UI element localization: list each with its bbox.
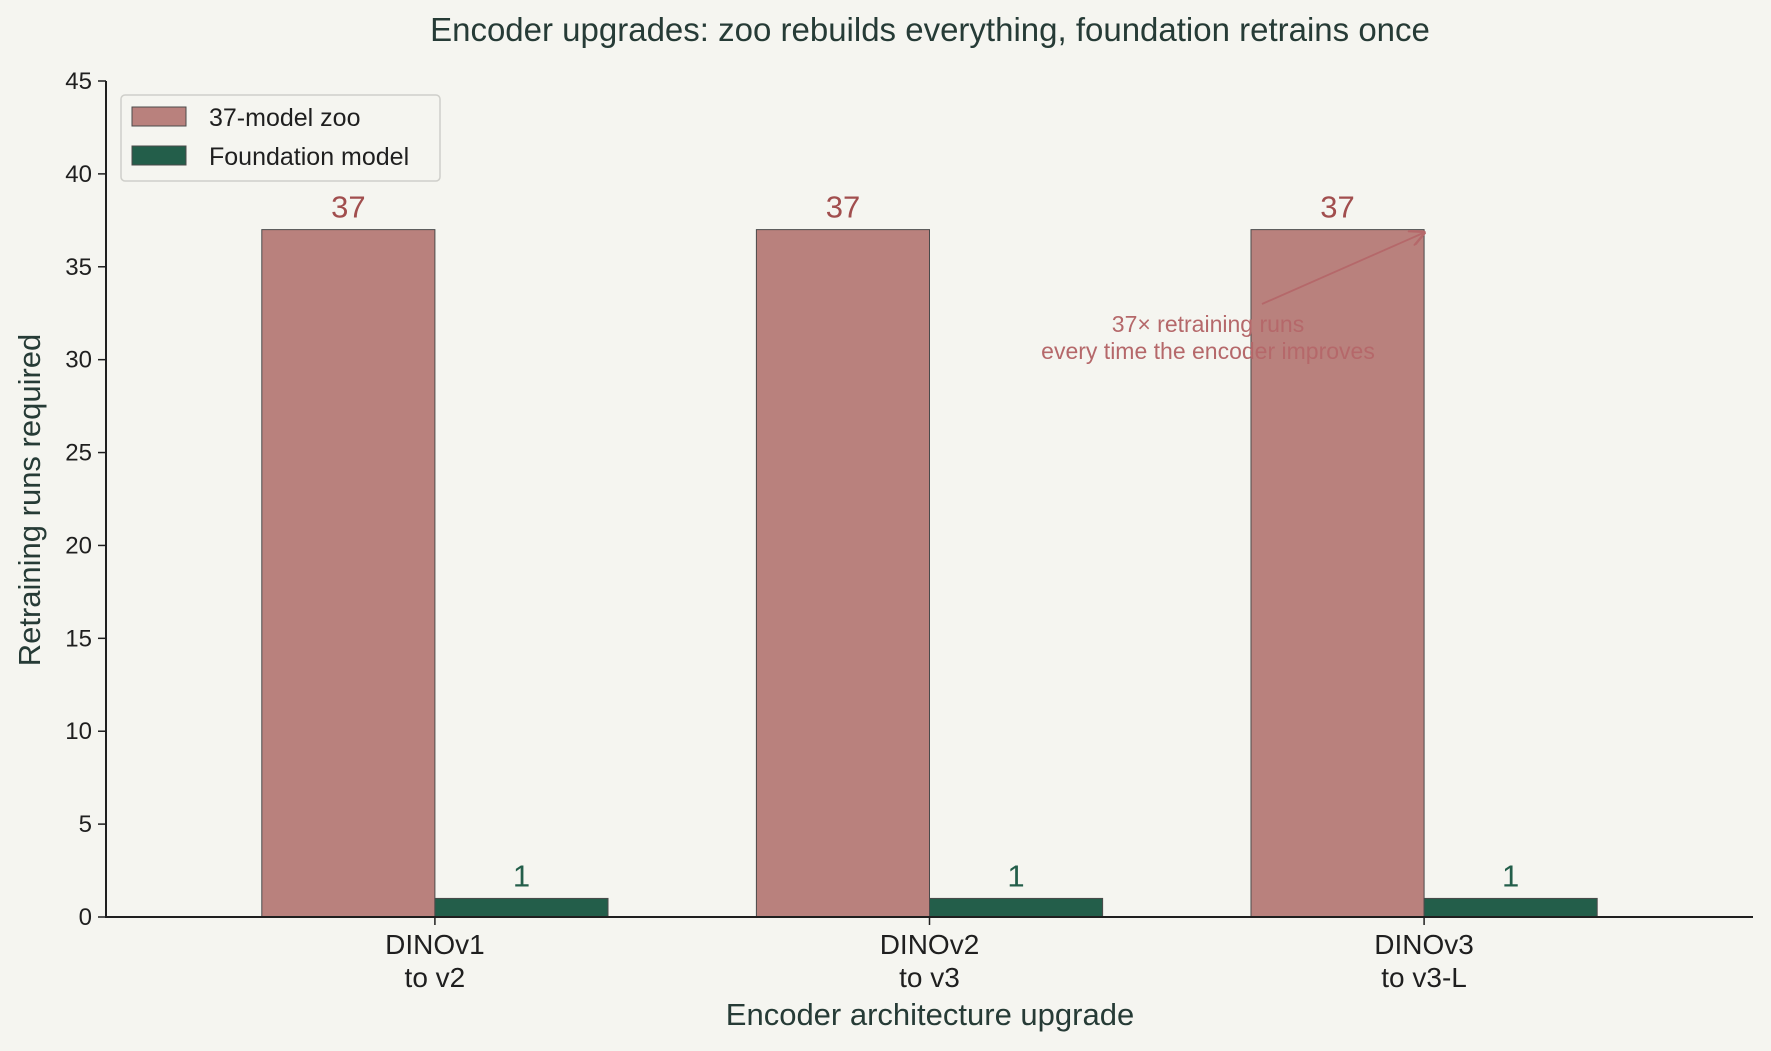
x-tick-label: DINOv1: [385, 929, 485, 960]
x-axis-label: Encoder architecture upgrade: [726, 997, 1134, 1032]
x-tick-label: DINOv3: [1374, 929, 1474, 960]
x-tick-label: to v2: [405, 962, 466, 993]
y-tick-label: 35: [65, 254, 92, 281]
bar: [434, 897, 609, 918]
legend-swatch: [131, 145, 187, 166]
data-label: 1: [1007, 858, 1024, 893]
data-label: 37: [331, 190, 365, 225]
x-tick-label: to v3-L: [1381, 962, 1467, 993]
y-axis-ticks: 0 5 10 15 20 25 30 35 40 45: [65, 68, 106, 931]
legend-entry: Foundation model: [209, 143, 409, 171]
x-tick-label: to v3: [899, 962, 960, 993]
y-tick-label: 30: [65, 347, 92, 374]
y-tick-label: 45: [65, 68, 92, 95]
annotation-text: every time the encoder improves: [1041, 338, 1375, 364]
data-label: 1: [513, 858, 530, 893]
data-labels-group: 37 37 37 1 1 1: [331, 190, 1519, 894]
y-tick-label: 15: [65, 625, 92, 652]
y-tick-label: 20: [65, 532, 92, 559]
bar: [929, 897, 1104, 918]
y-tick-label: 25: [65, 440, 92, 467]
y-tick-label: 5: [79, 811, 92, 838]
bar: [1250, 229, 1425, 918]
y-axis-label: Retraining runs required: [12, 334, 47, 667]
bar: [261, 229, 436, 918]
legend-frame: [120, 94, 441, 182]
bar: [1423, 897, 1598, 918]
x-tick-label: DINOv2: [880, 929, 980, 960]
annotation-text: 37× retraining runs: [1112, 311, 1304, 337]
legend-swatch: [131, 106, 187, 127]
data-label: 37: [1320, 190, 1354, 225]
y-tick-label: 10: [65, 718, 92, 745]
bar: [755, 229, 931, 918]
data-label: 1: [1502, 858, 1519, 893]
data-label: 37: [826, 190, 860, 225]
annotation-arrow: [1261, 233, 1424, 305]
legend: 37-model zoo Foundation model: [120, 94, 441, 182]
bars-group: [261, 229, 1598, 918]
y-tick-label: 0: [79, 904, 92, 931]
legend-entry: 37-model zoo: [209, 104, 360, 132]
chart-title: Encoder upgrades: zoo rebuilds everythin…: [430, 11, 1430, 48]
y-tick-label: 40: [65, 161, 92, 188]
